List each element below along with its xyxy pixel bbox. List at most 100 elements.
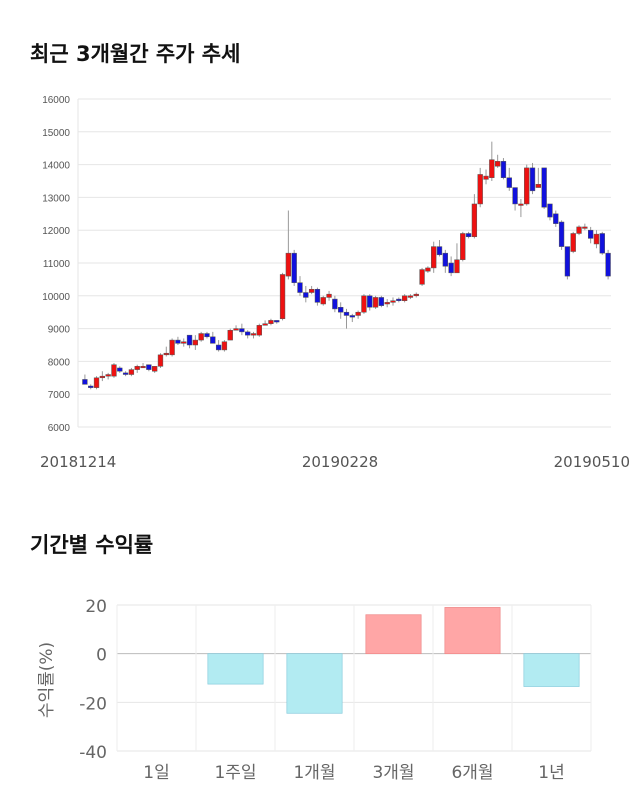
candle-body	[599, 233, 605, 254]
candle-body	[128, 369, 135, 375]
y-tick-label: 10000	[42, 292, 70, 303]
candle-body	[210, 336, 216, 344]
candle-body	[157, 354, 164, 367]
candle-body	[483, 175, 489, 180]
candle-body	[105, 374, 111, 377]
candle-body	[233, 328, 239, 331]
candle-body	[279, 274, 286, 320]
x-category-label: 1개월	[293, 763, 335, 783]
candlestick-chart: 6000 7000 8000 9000 10000 11000 12000 13000 1400…	[40, 95, 630, 471]
candle-body	[547, 203, 553, 218]
candle-body	[355, 311, 361, 316]
candle-body	[303, 292, 309, 298]
candle-body	[436, 246, 443, 256]
candle-body	[419, 269, 425, 285]
y-tick-label: 9000	[48, 325, 71, 336]
candle-body	[431, 246, 437, 269]
candle-body	[535, 184, 541, 188]
candle-body	[111, 364, 117, 377]
candle-body	[169, 339, 175, 356]
candle-body	[99, 375, 105, 379]
x-category-label: 1주일	[214, 763, 256, 783]
candle-body	[291, 252, 297, 283]
candle-body	[512, 187, 518, 205]
candle-body	[454, 259, 460, 274]
candle-body	[326, 293, 332, 298]
y-tick-label: 7000	[48, 390, 71, 401]
x-category-label: 3개월	[372, 763, 414, 783]
candle-body	[448, 262, 454, 274]
candle-body	[297, 282, 303, 293]
candle-body	[134, 366, 140, 370]
candle-body	[460, 233, 466, 260]
y-tick-label: 13000	[42, 193, 70, 204]
y-axis-label: 수익률(%)	[37, 642, 57, 718]
return-bar	[523, 653, 580, 687]
candle-body	[198, 333, 204, 341]
x-date-label: 20190510	[554, 453, 630, 471]
price-chart-title: 최근 3개월간 주가 추세	[30, 42, 241, 66]
candle-body	[343, 311, 350, 316]
candle-body	[239, 328, 245, 333]
candle-body	[146, 364, 152, 370]
candle-body	[582, 226, 588, 229]
y-tick-label: 20	[85, 597, 107, 617]
candle-body	[349, 315, 355, 318]
candle-body	[221, 341, 228, 351]
candle-body	[390, 300, 396, 303]
candle-body	[175, 339, 181, 344]
x-category-label: 1년	[538, 763, 564, 783]
candle-body	[529, 167, 536, 192]
candle-body	[425, 267, 431, 272]
candle-body	[192, 339, 199, 346]
candle-body	[477, 174, 483, 205]
return-bar	[207, 653, 264, 685]
candle-body	[576, 226, 582, 234]
candle-body	[250, 333, 257, 336]
candle-body	[564, 246, 571, 277]
candle-body	[314, 288, 321, 303]
candle-body	[140, 366, 146, 369]
candle-body	[152, 366, 158, 372]
y-tick-label: 12000	[42, 226, 70, 237]
candle-body	[256, 325, 262, 336]
y-tick-label: 8000	[48, 357, 71, 368]
candle-body	[384, 302, 390, 305]
candle-body	[471, 203, 478, 238]
y-tick-label: 15000	[42, 128, 70, 139]
candle-body	[227, 329, 233, 341]
candle-body	[558, 221, 565, 247]
x-date-label: 20181214	[40, 453, 116, 471]
candle-body	[588, 229, 594, 239]
candle-body	[593, 233, 600, 245]
y-tick-label: 6000	[48, 423, 71, 434]
y-tick-label: 16000	[42, 95, 70, 106]
candle-body	[541, 167, 547, 208]
x-date-label: 20190228	[302, 453, 378, 471]
candle-body	[518, 203, 524, 206]
candle-body	[122, 372, 129, 375]
candle-body	[82, 379, 88, 385]
candle-body	[494, 161, 501, 167]
return-bar	[365, 614, 422, 655]
return-bar	[286, 653, 343, 714]
x-category-label: 6개월	[451, 763, 493, 783]
candle-body	[181, 341, 187, 344]
candle-body	[88, 385, 94, 388]
candle-body	[163, 352, 169, 356]
candle-body	[506, 177, 512, 188]
candle-body	[465, 233, 472, 238]
candle-body	[570, 233, 576, 252]
candle-body	[320, 297, 326, 305]
candle-body	[204, 333, 210, 338]
candle-body	[268, 320, 274, 324]
x-category-label: 1일	[143, 763, 169, 783]
candle-body	[401, 295, 408, 301]
y-tick-label: 14000	[42, 161, 70, 172]
candle-body	[361, 295, 367, 313]
candle-body	[308, 288, 315, 293]
candle-body	[372, 297, 379, 308]
candle-body	[407, 295, 414, 298]
candle-body	[117, 367, 123, 372]
candle-body	[332, 298, 338, 310]
